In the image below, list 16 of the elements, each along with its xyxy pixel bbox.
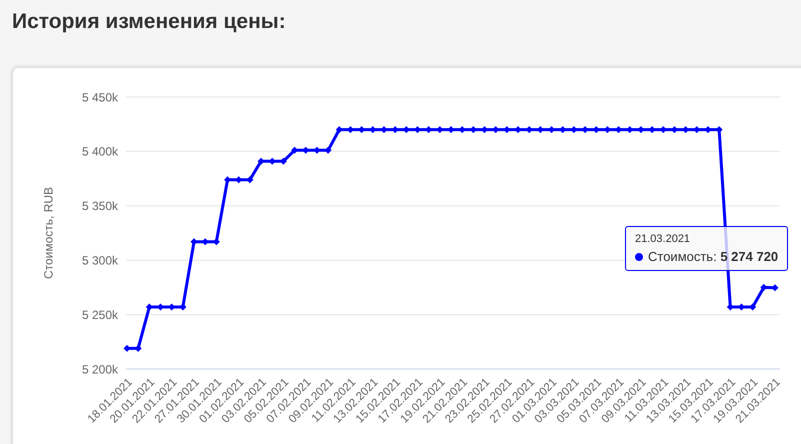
point [772, 284, 778, 292]
annotation: 21.03.2021 [635, 233, 692, 245]
chart-title: История изменения цены: [12, 10, 286, 34]
point [124, 344, 130, 352]
point [134, 344, 142, 352]
y-tick-label: 5 400k [82, 144, 119, 159]
annotation: 5 274 720 [720, 249, 778, 264]
point [324, 146, 332, 154]
y-axis-title: Стоимость, RUB [41, 186, 56, 280]
y-tick-label: 5 300k [82, 253, 119, 268]
y-tick-label: 5 250k [82, 308, 119, 322]
legend-label: Стоимость: [648, 249, 718, 264]
y-tick-label: 5 450k [82, 90, 119, 104]
y-tick-label: 5 200k [82, 362, 119, 376]
y-tick-label: 5 350k [82, 199, 119, 214]
point [448, 126, 454, 134]
